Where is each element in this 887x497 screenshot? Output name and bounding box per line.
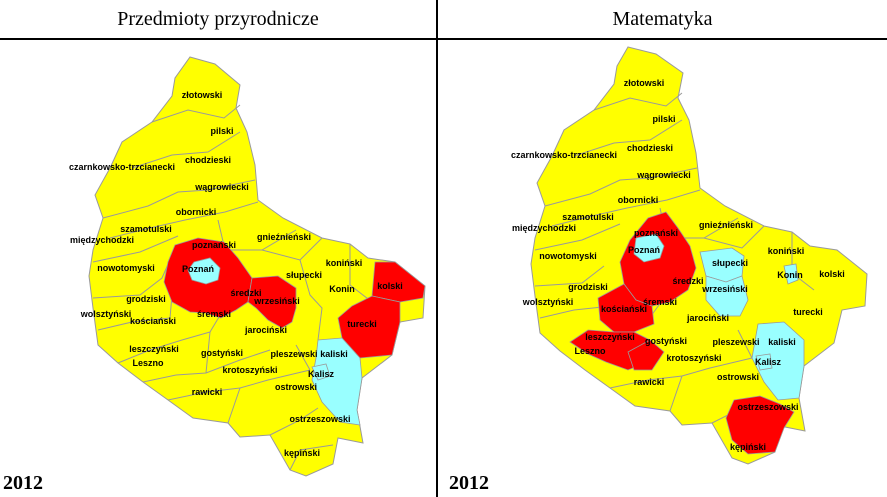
label-szamotulski-right: szamotulski <box>562 212 614 222</box>
label-rawicki-right: rawicki <box>634 377 665 387</box>
label-ostrzeszowski-right: ostrzeszowski <box>737 402 798 412</box>
label-leszczynski-right: leszczyński <box>585 332 635 342</box>
region-kalisz-right <box>755 353 773 371</box>
region-ostrzeszowski-right <box>725 395 795 455</box>
region-poznan-right <box>633 233 665 263</box>
map-left: złotowski pilski chodzieski czarnkowsko-… <box>69 56 426 477</box>
label-gostynski-right: gostyński <box>645 336 687 346</box>
label-wolsztynski-right: wolsztyński <box>522 297 574 307</box>
label-konin-right: Konin <box>777 270 803 280</box>
label-chodzieski-left: chodzieski <box>185 155 231 165</box>
label-kalisz-right: Kalisz <box>755 357 782 367</box>
region-kalisz-left <box>311 363 331 381</box>
label-sredzki-left: średzki <box>230 288 261 298</box>
label-konin-left: Konin <box>329 284 355 294</box>
label-nowotomyski-right: nowotomyski <box>539 251 597 261</box>
region-poznan-left <box>187 257 221 285</box>
label-poznan-left: Poznań <box>182 264 214 274</box>
label-pleszewski-left: pleszewski <box>270 349 317 359</box>
label-turecki-right: turecki <box>793 307 823 317</box>
label-kolski-right: kolski <box>819 269 845 279</box>
label-miedzychodzki-right: międzychodzki <box>512 223 576 233</box>
label-pleszewski-right: pleszewski <box>712 337 759 347</box>
label-ostrowski-right: ostrowski <box>717 372 759 382</box>
label-poznanski-right: poznański <box>634 228 678 238</box>
label-grodziski-left: grodziski <box>126 294 166 304</box>
label-jarocinski-left: jarociński <box>244 325 287 335</box>
panel-divider <box>436 0 438 497</box>
label-koscianski-right: kościański <box>601 304 647 314</box>
region-poznanski-right <box>619 211 697 307</box>
label-gnieznienski-right: gnieźnieński <box>699 220 753 230</box>
label-poznan-right: Poznań <box>628 245 660 255</box>
label-sredzki-right: średzki <box>672 276 703 286</box>
label-krotoszynski-right: krotoszyński <box>666 353 721 363</box>
label-slupecki-left: słupecki <box>286 270 322 280</box>
label-kalisz-left: Kalisz <box>308 369 335 379</box>
label-kaliski-right: kaliski <box>768 337 796 347</box>
label-gnieznienski-left: gnieźnieński <box>257 232 311 242</box>
label-nowotomyski-left: nowotomyski <box>97 263 155 273</box>
label-koninski-right: koniński <box>768 246 805 256</box>
label-obornicki-right: obornicki <box>618 195 659 205</box>
label-gostynski-left: gostyński <box>201 348 243 358</box>
header-divider <box>0 38 887 40</box>
label-slupecki-right: słupecki <box>712 258 748 268</box>
county-borders-left <box>92 104 373 471</box>
label-grodziski-right: grodziski <box>568 282 608 292</box>
label-pilski-left: pilski <box>210 126 233 136</box>
panel-title-right: Matematyka <box>612 7 713 30</box>
label-pilski-right: pilski <box>652 114 675 124</box>
region-gostynski-right <box>627 339 665 371</box>
label-ostrowski-left: ostrowski <box>275 382 317 392</box>
label-sremski-right: śremski <box>643 297 677 307</box>
label-jarocinski-right: jarociński <box>686 313 729 323</box>
label-koninski-left: koniński <box>326 258 363 268</box>
label-miedzychodzki-left: międzychodzki <box>70 235 134 245</box>
region-konin-right <box>783 263 799 285</box>
label-wagrowiecki-left: wągrowiecki <box>194 182 249 192</box>
label-leszczynski-left: leszczyński <box>129 344 179 354</box>
label-leszno-right: Leszno <box>574 346 606 356</box>
label-szamotulski-left: szamotulski <box>120 224 172 234</box>
label-wrzesinski-right: wrzesiński <box>701 284 748 294</box>
region-wrzesinski-right <box>705 275 749 317</box>
label-zlotowski-right: złotowski <box>624 78 665 88</box>
label-zlotowski-left: złotowski <box>182 90 223 100</box>
label-wrzesinski-left: wrzesiński <box>253 296 300 306</box>
label-kepinski-right: kępiński <box>730 442 766 452</box>
label-poznanski-left: poznański <box>192 240 236 250</box>
panel-title-left: Przedmioty przyrodnicze <box>117 7 319 30</box>
label-ostrzeszowski-left: ostrzeszowski <box>289 414 350 424</box>
label-wolsztynski-left: wolsztyński <box>80 309 132 319</box>
label-obornicki-left: obornicki <box>176 207 217 217</box>
label-kaliski-left: kaliski <box>320 349 348 359</box>
label-wagrowiecki-right: wągrowiecki <box>636 170 691 180</box>
region-koscianski-right <box>597 283 655 333</box>
label-chodzieski-right: chodzieski <box>627 143 673 153</box>
label-turecki-left: turecki <box>347 319 377 329</box>
label-czarnkowsko-trzcianecki-right: czarnkowsko-trzcianecki <box>511 150 617 160</box>
label-rawicki-left: rawicki <box>192 387 223 397</box>
region-kaliski-right <box>751 321 805 401</box>
year-label-right: 2012 <box>449 472 489 494</box>
year-label-left: 2012 <box>3 472 43 494</box>
label-kepinski-left: kępiński <box>284 448 320 458</box>
label-czarnkowsko-trzcianecki-left: czarnkowsko-trzcianecki <box>69 162 175 172</box>
region-kaliski-left <box>311 337 363 426</box>
label-sremski-left: śremski <box>197 309 231 319</box>
label-koscianski-left: kościański <box>130 316 176 326</box>
map-right: złotowski pilski chodzieski czarnkowsko-… <box>511 46 868 465</box>
label-leszno-left: Leszno <box>132 358 164 368</box>
region-wrzesinski-left <box>247 275 297 329</box>
label-krotoszynski-left: krotoszyński <box>222 365 277 375</box>
label-kolski-left: kolski <box>377 281 403 291</box>
